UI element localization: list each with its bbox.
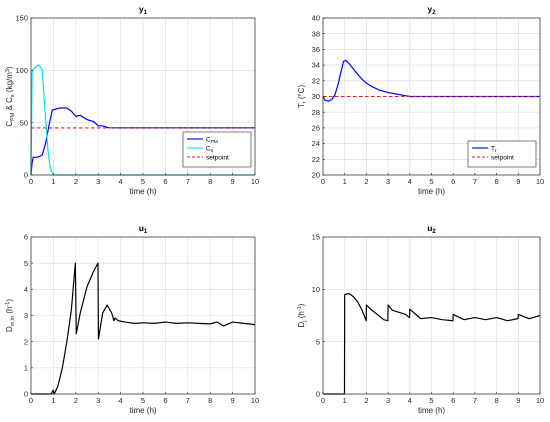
y-tick-label: 40 <box>312 14 320 23</box>
x-tick-label: 10 <box>536 177 544 186</box>
y-tick-label: 5 <box>24 259 28 268</box>
x-tick-label: 0 <box>29 396 33 405</box>
y-tick-label: 38 <box>312 29 320 38</box>
y-tick-label: 34 <box>312 61 320 70</box>
y-tick-label: 20 <box>312 171 320 180</box>
x-tick-label: 7 <box>186 177 190 186</box>
x-tick-label: 6 <box>163 396 167 405</box>
y-tick-label: 26 <box>312 124 320 133</box>
x-tick-label: 1 <box>343 396 347 405</box>
legend-label: setpoint <box>206 154 229 161</box>
y-tick-label: 24 <box>312 139 320 148</box>
chart-title: y1 <box>139 4 148 16</box>
x-tick-label: 9 <box>231 177 235 186</box>
x-tick-label: 5 <box>429 177 433 186</box>
series-line-u2 <box>31 262 256 395</box>
x-tick-label: 6 <box>451 396 455 405</box>
x-tick-label: 10 <box>251 177 259 186</box>
y-tick-label: 2 <box>24 337 28 346</box>
x-tick-label: 5 <box>141 396 145 405</box>
y-tick-label: 28 <box>312 108 320 117</box>
legend-label: Tr <box>491 145 497 154</box>
y-tick-label: 15 <box>312 233 320 242</box>
chart-panel-u2: 0 1 2 3 4 5 6 7 8 9 10 0 5 10 15 u2 time (h) Dj (h-1) <box>297 223 544 415</box>
y-tick-label: 50 <box>20 118 28 127</box>
x-tick-label: 3 <box>96 177 100 186</box>
x-tick-label: 0 <box>321 396 325 405</box>
legend-box <box>182 131 252 168</box>
x-axis-label: time (h) <box>418 187 445 196</box>
x-tick-label: 8 <box>495 177 499 186</box>
y-tick-label: 3 <box>24 311 28 320</box>
x-tick-label: 8 <box>208 177 212 186</box>
y-tick-label: 30 <box>312 92 320 101</box>
series-line-u3 <box>323 292 541 395</box>
y-tick-label: 22 <box>312 155 320 164</box>
x-tick-label: 1 <box>343 177 347 186</box>
x-tick-label: 6 <box>451 177 455 186</box>
y-axis-label: Dj (h-1) <box>297 303 308 327</box>
x-tick-label: 0 <box>29 177 33 186</box>
x-tick-label: 4 <box>119 177 123 186</box>
x-tick-label: 1 <box>51 396 55 405</box>
x-tick-label: 1 <box>51 177 55 186</box>
x-tick-label: 4 <box>408 396 412 405</box>
x-tick-label: 7 <box>473 177 477 186</box>
chart-title: y2 <box>427 4 436 16</box>
y-tick-label: 1 <box>24 363 28 372</box>
y-tick-label: 0 <box>316 390 320 399</box>
y-tick-label: 150 <box>15 14 28 23</box>
y-tick-label: 4 <box>24 285 28 294</box>
legend-label: Cs <box>206 145 214 154</box>
chart-title: u2 <box>427 223 436 235</box>
x-tick-label: 5 <box>141 177 145 186</box>
x-tick-label: 2 <box>364 396 368 405</box>
x-tick-label: 3 <box>96 396 100 405</box>
x-tick-label: 8 <box>208 396 212 405</box>
chart-panel-u1: 0 1 2 3 4 5 6 7 8 9 10 0 1 2 3 4 5 6 u1 time (h) Dm,in (h-1) <box>5 223 259 415</box>
x-tick-label: 7 <box>473 396 477 405</box>
x-tick-label: 2 <box>74 177 78 186</box>
y-tick-label: 6 <box>24 233 28 242</box>
chart-panel-y2: 0 1 2 3 4 5 6 7 8 9 102022242628303234363840y2time… <box>297 4 544 196</box>
y-axis-label: Tr (°C) <box>297 85 308 109</box>
x-axis-label: time (h) <box>129 187 156 196</box>
x-tick-label: 4 <box>408 177 412 186</box>
y-tick-label: 10 <box>312 285 320 294</box>
legend-box <box>467 140 537 168</box>
y-tick-label: 0 <box>24 171 28 180</box>
x-tick-label: 10 <box>251 396 259 405</box>
y-tick-label: 5 <box>316 337 320 346</box>
x-axis-label: time (h) <box>129 406 156 415</box>
x-tick-label: 9 <box>516 177 520 186</box>
y-tick-label: 32 <box>312 76 320 85</box>
legend-label: CPM <box>206 136 218 145</box>
x-tick-label: 6 <box>163 177 167 186</box>
y-tick-label: 36 <box>312 45 320 54</box>
x-tick-label: 8 <box>495 396 499 405</box>
x-tick-label: 4 <box>119 396 123 405</box>
legend-label: setpoint <box>491 154 514 161</box>
x-tick-label: 7 <box>186 396 190 405</box>
x-tick-label: 5 <box>429 396 433 405</box>
x-tick-label: 0 <box>321 177 325 186</box>
x-tick-label: 9 <box>231 396 235 405</box>
y-axis-label: Dm,in (h-1) <box>5 299 16 332</box>
x-tick-label: 2 <box>364 177 368 186</box>
x-tick-label: 3 <box>386 396 390 405</box>
x-axis-label: time (h) <box>418 406 445 415</box>
y-axis-label: CPM & Cs (kg/m3) <box>5 66 16 127</box>
x-tick-label: 3 <box>386 177 390 186</box>
x-tick-label: 10 <box>536 396 544 405</box>
y-tick-label: 100 <box>15 66 28 75</box>
x-tick-label: 9 <box>516 396 520 405</box>
x-tick-label: 2 <box>74 396 78 405</box>
chart-title: u1 <box>139 223 148 235</box>
y-tick-label: 0 <box>24 390 28 399</box>
